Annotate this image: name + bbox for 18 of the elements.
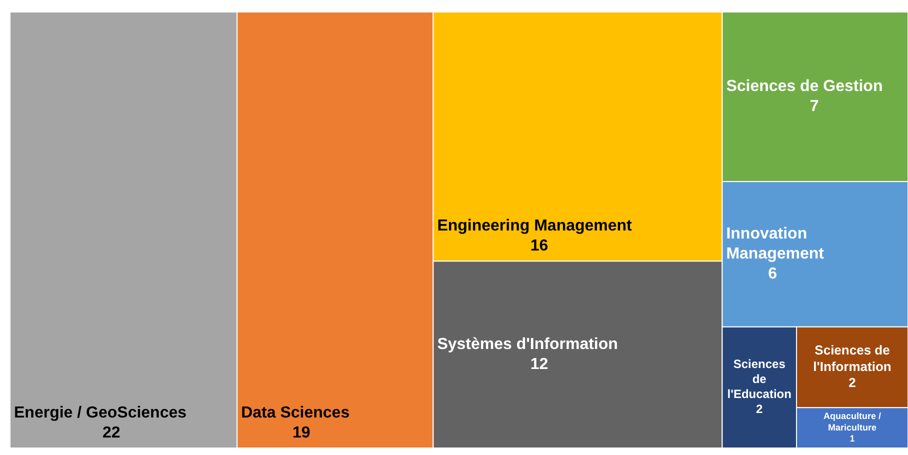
data-label: 6 — [768, 266, 778, 283]
data-label: 2 — [756, 402, 764, 416]
category-label: Innovation Management — [726, 226, 825, 263]
category-label: Aquaculture / Mariculture — [824, 411, 882, 432]
data-label: 22 — [102, 424, 120, 442]
data-label: 1 — [850, 434, 855, 444]
data-label: 16 — [530, 238, 548, 255]
category-label: Sciences de l'Education — [727, 357, 792, 402]
category-label: Data Sciences — [241, 404, 350, 422]
category-label: Energie / GeoSciences — [14, 404, 187, 422]
category-label: Systèmes d'Information — [437, 336, 618, 353]
data-label: 12 — [530, 356, 548, 373]
data-label: 2 — [848, 375, 856, 390]
data-label: 7 — [810, 98, 819, 116]
data-label: 19 — [292, 424, 310, 442]
category-label: Engineering Management — [437, 218, 633, 235]
category-label: Sciences de l'Information — [813, 342, 892, 374]
category-label: Sciences de Gestion — [726, 78, 883, 96]
